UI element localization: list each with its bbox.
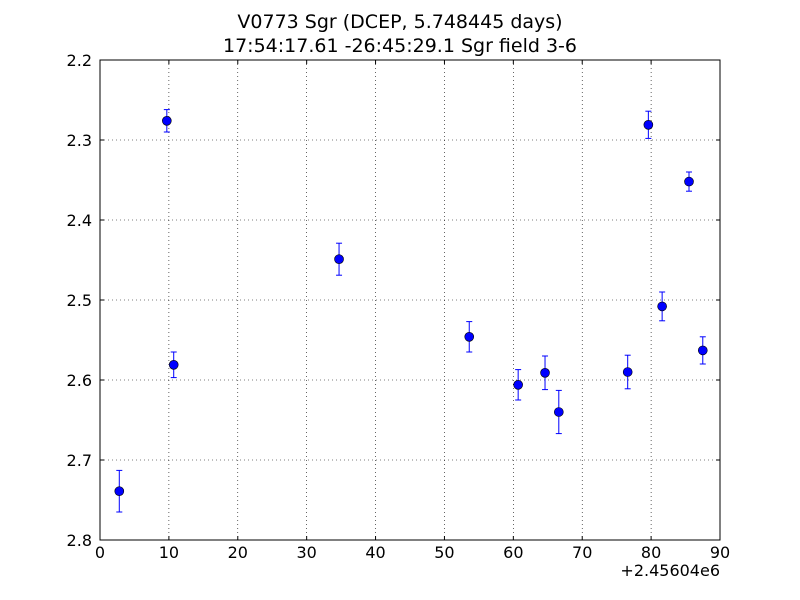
data-point (657, 301, 667, 312)
x-tick-label: 20 (228, 543, 248, 562)
x-tick-label: 10 (159, 543, 179, 562)
data-point (168, 359, 179, 370)
x-tick-label: 50 (434, 543, 454, 562)
x-tick-label: 60 (503, 543, 523, 562)
data-point (464, 331, 475, 342)
data-point (114, 486, 125, 497)
chart-title: V0773 Sgr (DCEP, 5.748445 days) (237, 11, 563, 33)
x-tick-label: 90 (710, 543, 730, 562)
data-point (643, 120, 654, 130)
tick-labels: 0 10 20 30 40 50 60 70 80 90 2.2 2.3 2.4 2.5 2.6 2.7 2.8 (67, 51, 731, 562)
x-tick-label: 0 (95, 543, 105, 562)
x-tick-label: 80 (641, 543, 661, 562)
data-point (513, 379, 523, 390)
data-point (684, 176, 694, 187)
y-tick-label: 2.4 (67, 211, 92, 230)
data-series (114, 109, 708, 513)
y-tick-label: 2.5 (67, 291, 92, 310)
data-point (334, 254, 344, 265)
data-point (697, 345, 708, 356)
x-tick-label: 40 (365, 543, 385, 562)
data-point (622, 367, 633, 377)
data-point (162, 116, 172, 126)
axis-ticks (99, 59, 721, 541)
grid-lines (100, 60, 720, 540)
y-tick-label: 2.6 (67, 371, 92, 390)
data-point (540, 367, 550, 378)
y-tick-label: 2.8 (67, 531, 92, 550)
y-tick-label: 2.2 (67, 51, 92, 70)
x-axis-offset-label: +2.45604e6 (620, 561, 720, 580)
data-point (553, 407, 564, 417)
x-tick-label: 70 (572, 543, 592, 562)
x-tick-label: 30 (296, 543, 316, 562)
y-tick-label: 2.7 (67, 451, 92, 470)
y-tick-label: 2.3 (67, 131, 92, 150)
chart-subtitle: 17:54:17.61 -26:45:29.1 Sgr field 3-6 (223, 35, 577, 57)
